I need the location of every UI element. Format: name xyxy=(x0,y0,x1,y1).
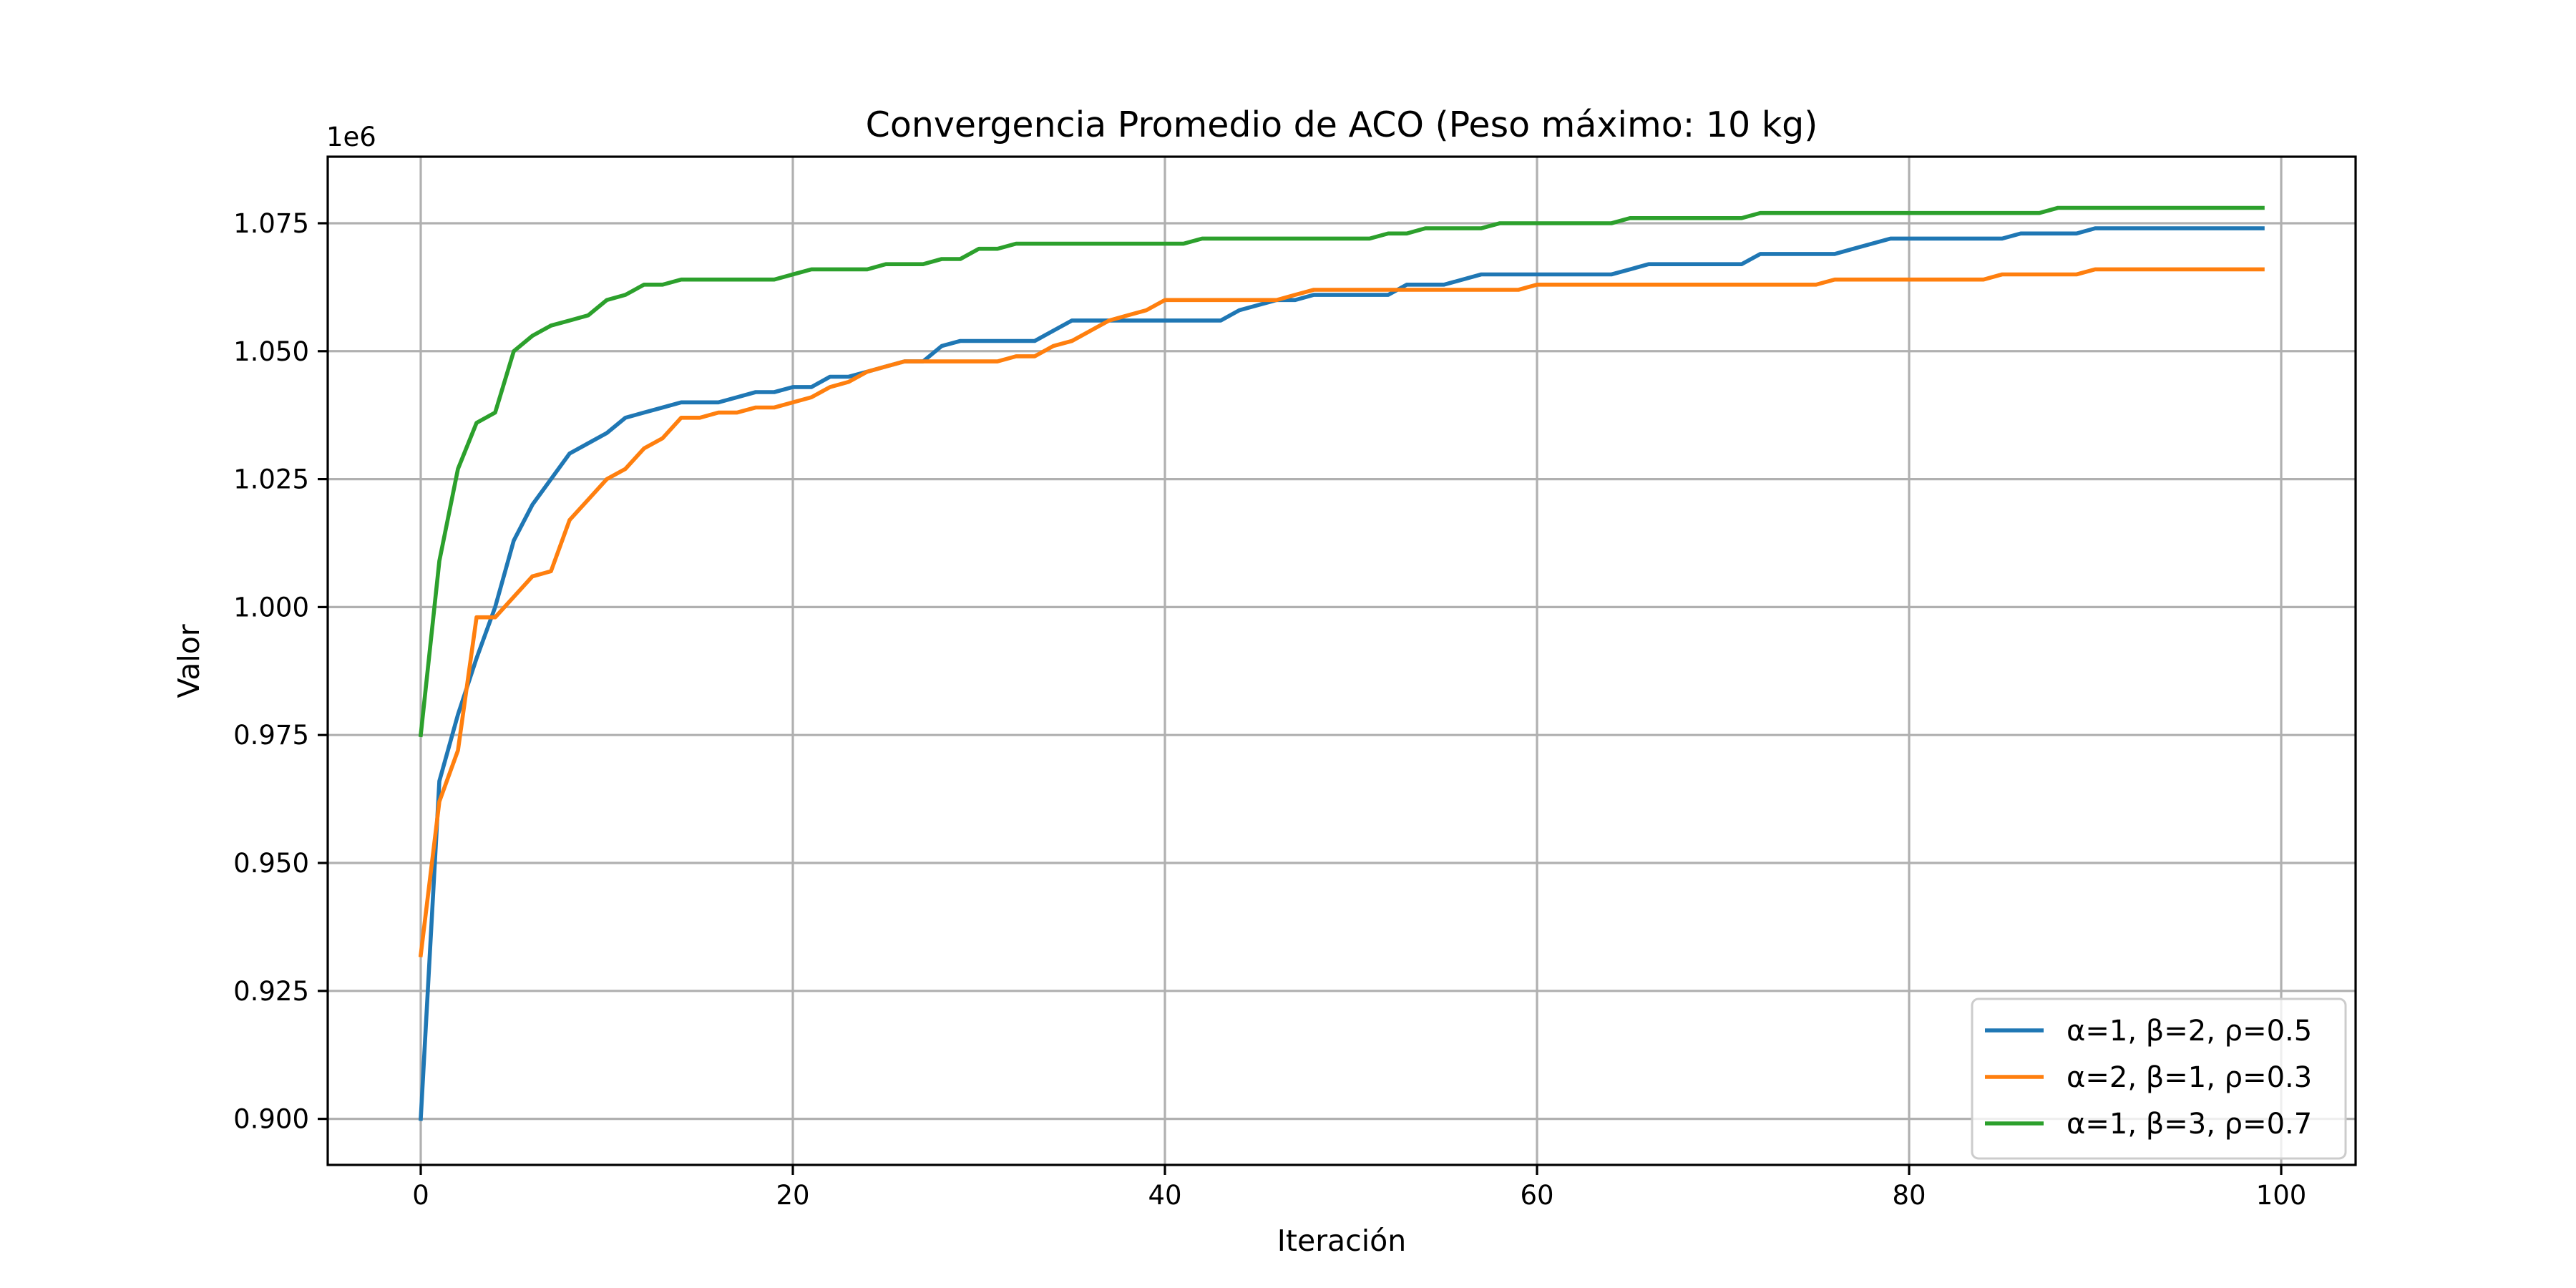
y-tick-label: 1.075 xyxy=(233,208,309,239)
series-group xyxy=(418,205,2265,1121)
x-tick-label: 60 xyxy=(1520,1180,1553,1211)
y-tick-label: 0.975 xyxy=(233,720,309,751)
x-axis: 0 20 40 60 80 100 xyxy=(412,1165,2306,1211)
x-tick-label: 40 xyxy=(1148,1180,1181,1211)
legend-label: α=2, β=1, ρ=0.3 xyxy=(2067,1061,2312,1094)
series-line-1 xyxy=(419,226,2265,1121)
legend-label: α=1, β=3, ρ=0.7 xyxy=(2067,1108,2312,1141)
series-line-2 xyxy=(418,267,2265,957)
y-offset-text: 1e6 xyxy=(326,122,376,152)
x-axis-label: Iteración xyxy=(1277,1224,1406,1258)
x-tick-label: 20 xyxy=(776,1180,809,1211)
series-line-3 xyxy=(418,205,2265,738)
legend-label: α=1, β=2, ρ=0.5 xyxy=(2067,1015,2312,1048)
x-tick-label: 100 xyxy=(2256,1180,2307,1211)
y-tick-label: 1.000 xyxy=(233,592,309,623)
legend-box xyxy=(1971,997,2347,1160)
chart-title: Convergencia Promedio de ACO (Peso máxim… xyxy=(866,104,1818,145)
y-tick-label: 0.900 xyxy=(233,1104,309,1135)
y-axis: 0.900 0.925 0.950 0.975 1.000 1.025 1.050 1.075 xyxy=(233,208,328,1135)
y-axis-label: Valor xyxy=(172,624,206,698)
x-tick-label: 0 xyxy=(412,1180,429,1211)
y-tick-label: 1.050 xyxy=(233,336,309,367)
x-tick-label: 80 xyxy=(1892,1180,1926,1211)
y-tick-label: 0.925 xyxy=(233,976,309,1007)
plot-frame xyxy=(326,155,2357,1166)
y-tick-label: 0.950 xyxy=(233,848,309,879)
y-tick-label: 1.025 xyxy=(233,464,309,495)
legend: α=1, β=2, ρ=0.5 α=2, β=1, ρ=0.3 α=1, β=3, … xyxy=(1971,997,2347,1160)
